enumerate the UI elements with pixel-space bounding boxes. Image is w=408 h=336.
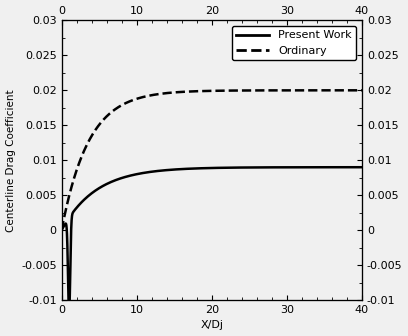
Present Work [80,199,85,203]
Ordinary [80,152,85,156]
Ordinary [359,88,364,92]
Ordinary [59,228,64,232]
Present Work [67,313,71,318]
Ordinary [61,219,66,223]
Ordinary [78,158,82,162]
Line: Present Work: Present Work [62,167,362,316]
Y-axis label: Centerline Drag Coefficient: Centerline Drag Coefficient [6,89,16,232]
Present Work [257,165,262,169]
Legend: Present Work, Ordinary: Present Work, Ordinary [232,26,357,60]
Ordinary [256,88,261,92]
X-axis label: X/Dj: X/Dj [200,321,223,330]
Present Work [61,225,66,229]
Line: Ordinary: Ordinary [62,90,362,230]
Present Work [91,190,96,194]
Present Work [59,228,64,232]
Ordinary [180,90,185,94]
Ordinary [90,132,95,136]
Present Work [181,167,186,171]
Present Work [359,165,364,169]
Present Work [78,202,83,206]
